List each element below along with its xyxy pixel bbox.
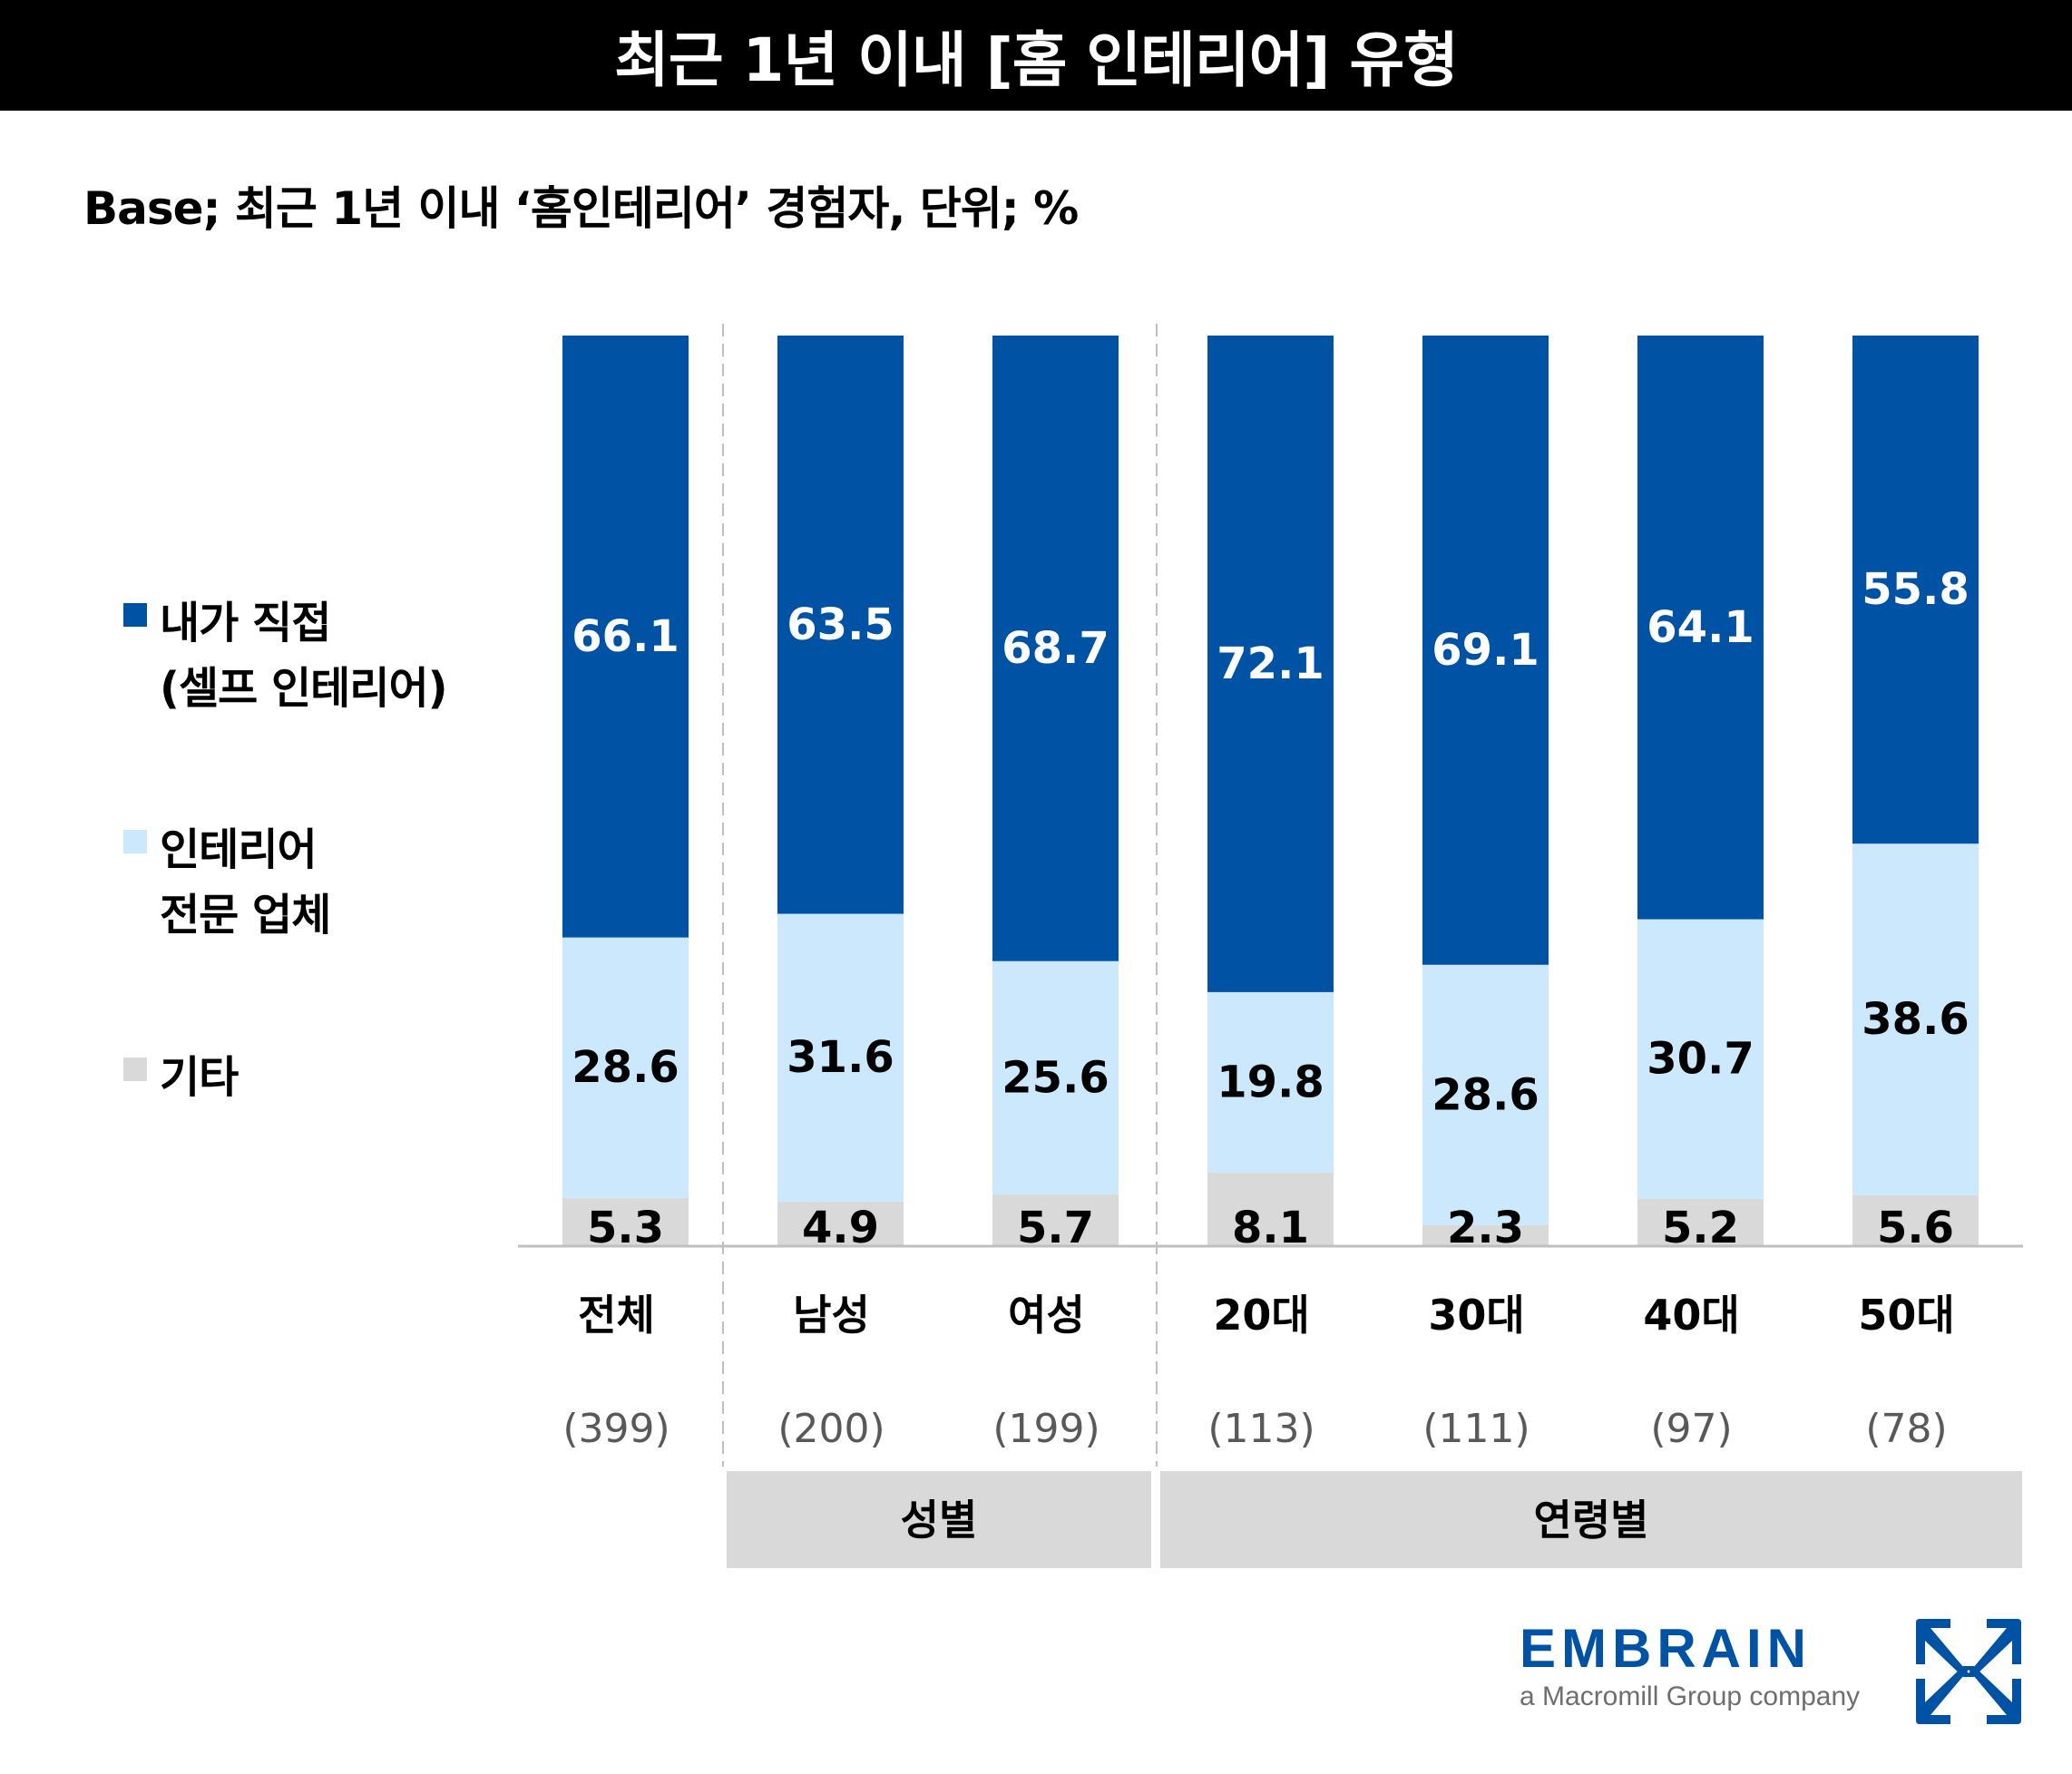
- bar-segment-other-4: [1422, 1224, 1549, 1246]
- data-label-professional-5: 30.7: [1647, 1034, 1754, 1085]
- x-tick-label-6: 50대: [1858, 1291, 1954, 1340]
- legend-swatch-other: [123, 1058, 147, 1081]
- data-label-self-3: 72.1: [1217, 638, 1324, 689]
- bar-segment-other-2: [992, 1194, 1119, 1246]
- bar-segment-self-4: [1422, 336, 1549, 965]
- x-tick-label-2: 여성: [1008, 1291, 1085, 1340]
- bar-segment-self-6: [1852, 336, 1979, 844]
- data-label-other-6: 5.6: [1877, 1203, 1954, 1253]
- x-tick-label-0: 전체: [578, 1291, 655, 1340]
- legend-label-self-line2: (셀프 인테리어): [160, 663, 448, 714]
- sample-size-label-1: (200): [777, 1406, 885, 1452]
- data-label-professional-1: 31.6: [787, 1032, 894, 1083]
- data-label-other-2: 5.7: [1017, 1203, 1094, 1253]
- legend-label-self-line1: 내가 직접: [160, 598, 331, 648]
- sample-size-label-2: (199): [992, 1406, 1100, 1452]
- embrain-logo-mark-icon: [1916, 1619, 2021, 1724]
- chart-subtitle: Base; 최근 1년 이내 ‘홈인테리어’ 경험자, 단위; %: [83, 182, 1079, 235]
- sample-size-label-5: (97): [1650, 1406, 1732, 1452]
- group-label-0: 성별: [901, 1496, 978, 1545]
- data-label-other-5: 5.2: [1662, 1203, 1739, 1253]
- bar-segment-other-6: [1852, 1194, 1979, 1246]
- x-tick-label-1: 남성: [793, 1291, 870, 1340]
- data-label-professional-3: 19.8: [1217, 1057, 1324, 1107]
- sample-size-label-6: (78): [1865, 1406, 1947, 1452]
- legend-label-professional-line2: 전문 업체: [160, 890, 331, 941]
- x-tick-label-5: 40대: [1643, 1291, 1739, 1340]
- bar-segment-self-5: [1637, 336, 1764, 920]
- data-label-professional-4: 28.6: [1432, 1069, 1539, 1120]
- bar-segment-professional-4: [1422, 964, 1549, 1225]
- data-label-self-6: 55.8: [1862, 564, 1969, 615]
- group-box-0: [727, 1471, 1151, 1568]
- bar-segment-other-1: [777, 1201, 904, 1246]
- data-label-other-4: 2.3: [1447, 1203, 1524, 1253]
- chart-title: 최근 1년 이내 [홈 인테리어] 유형: [614, 25, 1459, 95]
- bar-segment-professional-3: [1207, 991, 1334, 1173]
- data-label-self-5: 64.1: [1647, 602, 1754, 653]
- data-label-self-2: 68.7: [1002, 623, 1109, 674]
- bar-segment-professional-1: [777, 913, 904, 1202]
- bar-segment-professional-6: [1852, 843, 1979, 1195]
- bar-segment-professional-5: [1637, 919, 1764, 1199]
- bar-segment-professional-0: [562, 937, 689, 1198]
- x-tick-label-3: 20대: [1213, 1291, 1309, 1340]
- data-label-professional-0: 28.6: [572, 1042, 679, 1093]
- group-box-1: [1160, 1471, 2022, 1568]
- legend-label-professional-line1: 인테리어: [160, 824, 318, 875]
- legend-label-other-line1: 기타: [160, 1052, 239, 1103]
- logo-tagline: a Macromill Group company: [1520, 1681, 1861, 1711]
- bar-segment-self-2: [992, 336, 1119, 961]
- data-label-self-0: 66.1: [572, 611, 679, 662]
- group-label-1: 연령별: [1534, 1496, 1649, 1545]
- bar-segment-other-5: [1637, 1198, 1764, 1246]
- bar-segment-self-3: [1207, 336, 1334, 992]
- data-label-other-0: 5.3: [587, 1203, 664, 1253]
- sample-size-label-3: (113): [1207, 1406, 1315, 1452]
- data-label-professional-6: 38.6: [1862, 994, 1969, 1045]
- legend-swatch-professional: [123, 830, 147, 853]
- data-label-professional-2: 25.6: [1002, 1052, 1109, 1103]
- data-label-self-1: 63.5: [787, 599, 894, 650]
- embrain-logo: EMBRAIN a Macromill Group company: [1520, 1622, 1860, 1712]
- bar-segment-self-0: [562, 336, 689, 938]
- logo-wordmark: EMBRAIN: [1520, 1618, 1812, 1679]
- title-bar: 최근 1년 이내 [홈 인테리어] 유형: [0, 0, 2072, 111]
- bar-segment-self-1: [777, 336, 904, 914]
- data-label-other-1: 4.9: [802, 1203, 879, 1253]
- sample-size-label-0: (399): [562, 1406, 669, 1452]
- data-label-other-3: 8.1: [1232, 1203, 1309, 1253]
- bar-segment-professional-2: [992, 960, 1119, 1194]
- data-label-self-4: 69.1: [1432, 625, 1539, 676]
- bar-segment-other-3: [1207, 1172, 1334, 1246]
- legend-swatch-self: [123, 603, 147, 627]
- bar-segment-other-0: [562, 1197, 689, 1246]
- sample-size-label-4: (111): [1422, 1406, 1530, 1452]
- x-tick-label-4: 30대: [1428, 1291, 1524, 1340]
